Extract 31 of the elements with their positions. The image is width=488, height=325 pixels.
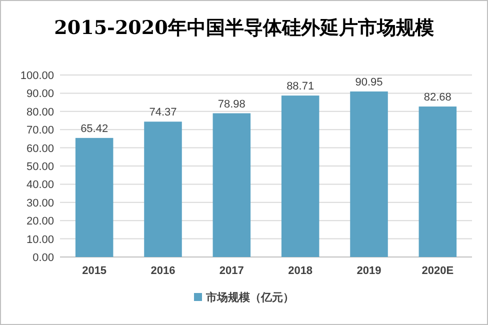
bar [418, 106, 457, 257]
x-tick-label: 2015 [82, 265, 107, 277]
y-tick-label: 60.00 [26, 142, 54, 155]
data-label: 78.98 [218, 98, 246, 110]
x-tick-label: 2020E [422, 265, 454, 277]
legend-label: 市场规模（亿元） [205, 291, 294, 304]
bar [212, 113, 251, 257]
chart-title: 2015-2020年中国半导体硅外延片市场规模 [54, 17, 434, 39]
bar [281, 96, 320, 257]
x-tick-label: 2017 [219, 265, 244, 277]
y-tick-label: 100.00 [20, 70, 54, 82]
data-label: 88.71 [286, 80, 314, 93]
data-label: 90.95 [355, 76, 383, 88]
x-tick-label: 2019 [356, 265, 382, 277]
x-tick-label: 2018 [288, 265, 313, 277]
y-tick-label: 50.00 [26, 161, 54, 173]
bar [144, 122, 182, 257]
y-tick-label: 80.00 [26, 106, 54, 118]
y-tick-label: 0.00 [32, 252, 54, 264]
y-tick-label: 30.00 [26, 197, 54, 210]
bar [75, 138, 114, 257]
y-tick-label: 10.00 [26, 234, 54, 246]
y-tick-label: 20.00 [26, 216, 54, 228]
data-label: 82.68 [424, 92, 452, 104]
data-label: 65.42 [80, 122, 108, 135]
data-label: 74.37 [149, 106, 177, 119]
y-tick-label: 70.00 [26, 124, 54, 137]
bar [350, 91, 388, 257]
y-tick-label: 90.00 [26, 88, 54, 100]
y-tick-label: 40.00 [26, 179, 54, 192]
x-tick-label: 2016 [150, 265, 176, 277]
